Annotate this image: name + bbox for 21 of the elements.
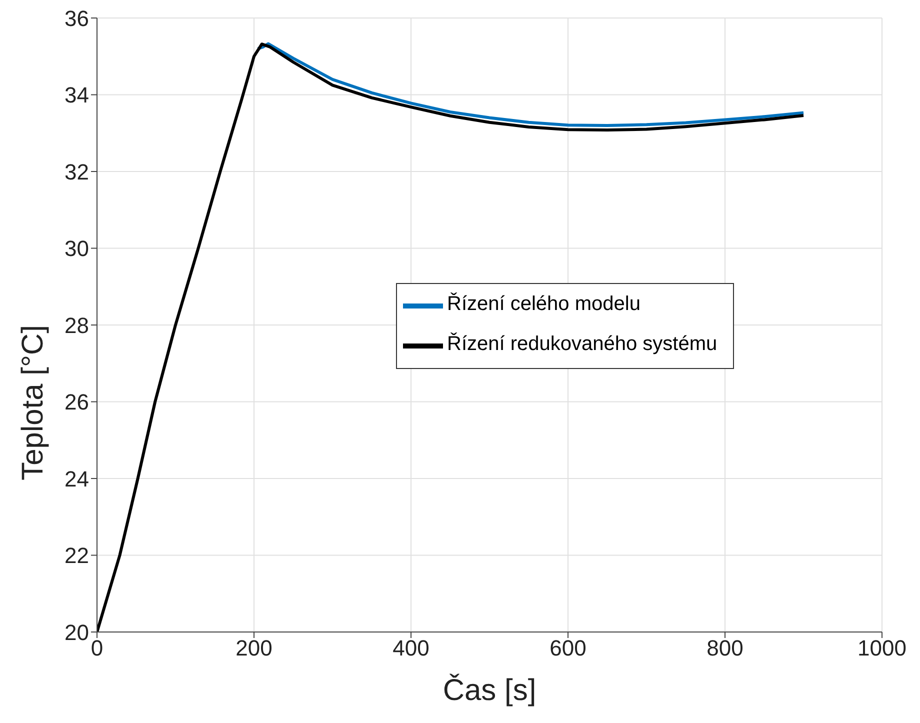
x-tick-label: 0 [90,636,104,661]
y-tick-label: 32 [64,159,89,184]
x-tick-label: 600 [550,636,586,661]
y-tick-label: 34 [64,82,89,108]
y-tick-label: 36 [64,6,89,31]
line-series [256,42,805,127]
x-axis-title: Čas [s] [442,673,536,707]
y-tick-label: 24 [64,466,89,492]
y-tick-label: 30 [64,236,89,262]
legend-label: Řízení redukovaného systému [447,333,718,356]
x-tick-label: 1000 [858,636,906,661]
y-axis-title: Teplota [°C] [16,325,50,480]
x-tick-label: 800 [706,636,744,661]
y-tick-label: 22 [64,543,89,568]
y-tick-label: 20 [64,620,89,645]
legend-label: Řízení celého modelu [447,293,640,316]
x-tick-label: 200 [236,636,272,661]
y-tick-label: 28 [64,312,89,338]
x-tick-label: 400 [392,636,430,661]
y-tick-label: 26 [64,390,89,415]
line-series [97,42,805,632]
